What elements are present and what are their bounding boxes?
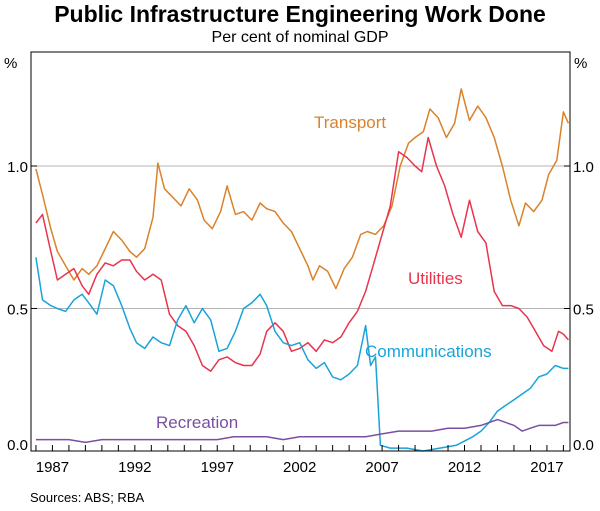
series-line-communications (35, 257, 569, 452)
y-unit-label-right: % (574, 55, 587, 72)
series-lines (35, 88, 570, 452)
y-tick-label-left: 0.0 (7, 437, 28, 454)
series-label-communications: Communications (365, 342, 492, 361)
x-tick-label: 2017 (530, 459, 563, 476)
y-unit-label-left: % (4, 55, 17, 72)
series-label-transport: Transport (314, 113, 386, 132)
x-tick-label: 1987 (36, 459, 69, 476)
series-line-recreation (35, 418, 569, 444)
x-tick-label: 2012 (448, 459, 481, 476)
y-tick-label-left: 0.5 (7, 302, 28, 319)
source-note: Sources: ABS; RBA (30, 490, 145, 505)
chart-title: Public Infrastructure Engineering Work D… (54, 1, 546, 27)
gridlines (31, 165, 570, 309)
series-label-recreation: Recreation (156, 413, 238, 432)
series-line-transport (35, 88, 570, 290)
y-tick-label-right: 0.0 (573, 437, 594, 454)
chart-subtitle: Per cent of nominal GDP (211, 29, 389, 46)
series-labels: Transport Utilities Communications Recre… (156, 113, 492, 432)
y-tick-label-left: 1.0 (7, 159, 28, 176)
y-tick-label-right: 0.5 (573, 302, 594, 319)
axes: 0.0 0.0 0.5 0.5 1.0 1.0 1987 1992 1997 2002 2007 20… (7, 159, 594, 476)
series-line-utilities (35, 136, 569, 372)
x-tick-label: 2002 (283, 459, 316, 476)
x-tick-label: 2007 (365, 459, 398, 476)
y-tick-label-right: 1.0 (573, 159, 594, 176)
series-label-utilities: Utilities (408, 269, 463, 288)
plot-frame (30, 51, 571, 452)
x-tick-label: 1997 (201, 459, 234, 476)
x-tick-label: 1992 (118, 459, 151, 476)
